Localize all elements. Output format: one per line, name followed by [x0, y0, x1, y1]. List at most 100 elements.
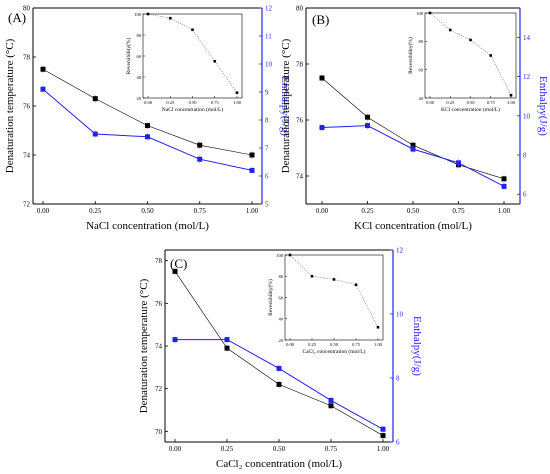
x-tick-label: 0.75: [452, 207, 465, 215]
data-point: [145, 134, 150, 140]
x-tick-label: 0.25: [221, 445, 234, 453]
inset-y-axis-title: Reversibility(%): [125, 38, 132, 75]
data-point: [456, 160, 461, 166]
inset-x-tick-label: 0.00: [144, 100, 153, 105]
inset-y-axis-title: Reversibility(%): [407, 37, 414, 74]
data-point: [40, 86, 46, 92]
y2-axis-title: Enthalpy(J/g): [537, 76, 549, 136]
enthalpy-series: [40, 85, 255, 175]
panel-label: (A): [8, 10, 26, 25]
inset-y-tick-label: 40: [137, 75, 142, 80]
data-point: [501, 183, 507, 189]
temperature-series: [319, 74, 507, 183]
enthalpy-series: [172, 335, 386, 434]
inset-y-tick-label: 80: [419, 39, 424, 44]
inset-data-point: [448, 28, 452, 32]
inset-y-tick-label: 20: [279, 338, 284, 343]
inset-x-axis-title: NaCl concentration (mol/L): [162, 106, 224, 113]
y-tick-label: 70: [155, 428, 163, 436]
x-tick-label: 0.25: [89, 207, 102, 215]
inset-x-tick-label: 0.25: [166, 100, 175, 105]
inset-y-tick-label: 100: [276, 253, 284, 258]
y2-tick-label: 7: [265, 145, 269, 153]
x-tick-label: 0.50: [407, 207, 420, 215]
x-tick-label: 0.75: [325, 445, 338, 453]
inset-data-point: [469, 38, 472, 42]
inset-y-tick-label: 40: [419, 96, 424, 101]
data-point: [380, 433, 386, 439]
data-point: [328, 397, 334, 403]
temperature-series: [40, 65, 255, 159]
reversibility-inset: 0.00 0.25 0.50 0.75 1.00 20 40 60 80 100 CaCl₂ con…: [267, 253, 384, 355]
data-point: [224, 337, 230, 343]
inset-y-tick-label: 60: [419, 67, 424, 72]
data-point: [197, 156, 203, 162]
y-tick-label: 78: [155, 257, 163, 265]
inset-y-tick-label: 100: [416, 11, 424, 16]
inset-data-point: [428, 11, 432, 15]
data-point: [172, 268, 178, 274]
inset-x-axis-title: CaCl₂ concentration (mol/L): [302, 348, 365, 355]
inset-x-tick-label: 1.00: [233, 100, 242, 105]
panel-1: 0.00 0.25 0.50 0.75 1.0072747678805678910111…: [4, 5, 291, 233]
y-tick-label: 72: [23, 201, 31, 209]
series-line: [321, 77, 505, 180]
data-point: [365, 114, 370, 120]
data-point: [197, 142, 203, 148]
x-axis-title: KCl concentration (mol/L): [354, 220, 472, 232]
y2-tick-label: 10: [396, 311, 404, 319]
x-tick-label: 0.75: [194, 207, 207, 215]
y2-tick-label: 10: [523, 112, 531, 120]
y-tick-label: 76: [296, 117, 304, 125]
data-point: [276, 365, 282, 371]
y-tick-label: 78: [296, 61, 304, 69]
y-tick-label: 80: [23, 5, 31, 13]
inset-data-point: [213, 59, 217, 63]
data-point: [328, 403, 334, 409]
y2-tick-label: 9: [265, 89, 269, 97]
y2-tick-label: 10: [265, 61, 273, 69]
data-point: [249, 152, 255, 158]
y-axis-title: Denaturation temperature (°C): [280, 38, 292, 173]
inset-y-axis-title: Reversibility(%): [267, 279, 274, 316]
inset-data-point: [310, 274, 314, 278]
x-tick-label: 0.00: [37, 207, 50, 215]
panel-label: (C): [170, 256, 187, 271]
y-axis-title: Denaturation temperature (°C): [4, 38, 16, 173]
data-point: [145, 123, 150, 129]
data-point: [380, 426, 386, 432]
inset-data-point: [191, 28, 194, 32]
y-tick-label: 76: [23, 103, 31, 111]
inset-y-tick-label: 40: [279, 317, 284, 322]
data-point: [249, 167, 255, 173]
y2-axis-title: Enthalpy(J/g): [411, 316, 423, 376]
y2-tick-label: 11: [265, 33, 272, 41]
inset-data-point: [332, 278, 336, 281]
x-axis-title: NaCl concentration (mol/L): [86, 220, 209, 232]
y2-tick-label: 6: [265, 173, 269, 181]
inset-y-tick-label: 80: [137, 33, 142, 38]
inset-y-tick-label: 80: [279, 274, 284, 279]
inset-series-line: [289, 254, 379, 328]
inset-series-line: [429, 12, 512, 96]
y-tick-label: 74: [296, 173, 304, 181]
inset-data-point: [509, 93, 513, 97]
x-axis-title: CaCl₂ concentration (mol/L): [216, 458, 342, 470]
x-tick-label: 0.50: [141, 207, 154, 215]
inset-frame: [424, 12, 517, 99]
data-point: [276, 381, 282, 387]
inset-data-point: [235, 91, 239, 95]
inset-y-tick-label: 100: [134, 12, 142, 17]
y2-tick-label: 6: [396, 439, 400, 447]
inset-frame: [284, 254, 384, 341]
inset-data-point: [489, 54, 493, 57]
inset-x-tick-label: 0.50: [467, 100, 476, 105]
data-point: [501, 176, 507, 182]
x-tick-label: 1.00: [246, 207, 259, 215]
inset-x-tick-label: 0.50: [189, 100, 198, 105]
y2-tick-label: 8: [265, 117, 269, 125]
inset-series-line: [147, 13, 238, 93]
y-tick-label: 74: [155, 343, 163, 351]
y2-tick-label: 8: [396, 375, 400, 383]
